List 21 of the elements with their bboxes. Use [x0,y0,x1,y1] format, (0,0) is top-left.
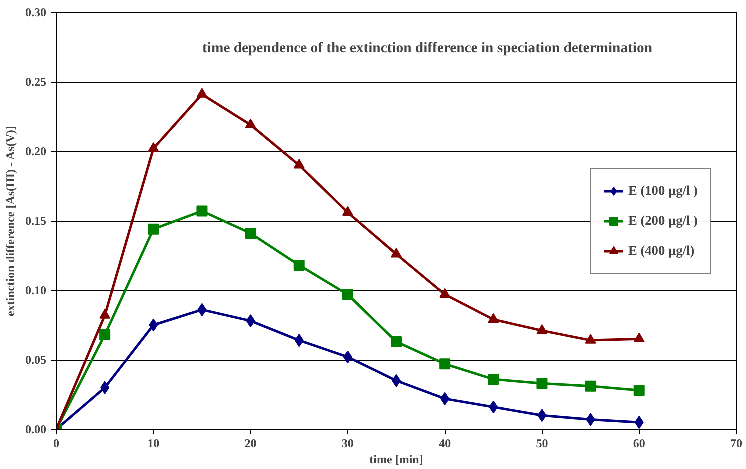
x-tick-label: 0 [54,436,60,450]
y-tick-label: 0.00 [26,422,46,436]
x-tick-label: 60 [633,436,646,450]
x-tick-label: 10 [148,436,160,450]
x-tick-label: 30 [342,436,354,450]
x-tick-label: 50 [536,436,548,450]
y-tick-label: 0.30 [26,6,46,20]
y-tick-label: 0.10 [26,284,46,298]
y-tick-label: 0.05 [26,353,46,367]
legend-label: E (200 µg/l ) [628,212,698,228]
text: time dependence of the extinction difference in speciation determination [202,40,652,56]
x-axis-title: time [min] [370,452,424,466]
legend-label: E (100 µg/l ) [628,182,698,198]
x-tick-label: 70 [730,436,742,450]
y-axis-title: extinction difference [As(III) - As(V)] [4,126,18,317]
x-tick-label: 40 [439,436,452,450]
y-tick-label: 0.20 [26,144,46,158]
y-tick-label: 0.15 [26,214,46,228]
y-tick-label: 0.25 [26,75,46,89]
legend-label: E (400 µg/l) [628,242,695,258]
x-tick-label: 20 [244,436,257,450]
